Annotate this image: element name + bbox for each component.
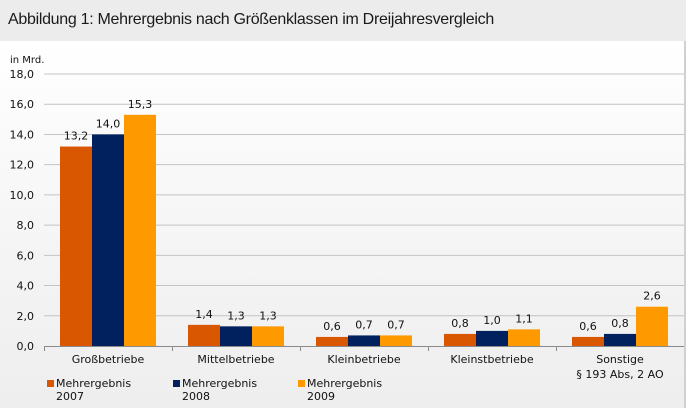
category-label: Großbetriebe [72,353,145,366]
category-label: Sonstige [596,353,644,366]
y-axis-ticks: 0,0 2,0 4,0 6,0 8,0 10,0 12,0 14,0 16,0 18,0 [10,68,35,353]
data-label: 1,3 [259,309,277,322]
data-label: 2,6 [643,290,661,303]
bar-2007-4 [572,336,604,346]
bar-2009-4 [636,306,668,346]
bars [60,114,668,346]
bar-2009-1 [252,326,284,346]
y-tick-label: 12,0 [10,159,35,172]
data-label: 15,3 [128,98,153,111]
data-label: 1,3 [227,309,245,322]
bar-2009-2 [380,335,412,346]
bar-2009-3 [508,329,540,346]
bar-2009-0 [124,114,156,346]
y-tick-label: 18,0 [10,68,35,81]
y-tick-label: 4,0 [17,280,35,293]
data-label: 1,4 [195,308,213,321]
legend-label: Mehrergebnis [56,377,132,390]
y-tick-label: 2,0 [17,310,35,323]
data-label: 1,0 [483,314,501,327]
bar-2008-0 [92,134,124,346]
data-label: 0,6 [579,320,597,333]
legend-label: Mehrergebnis [182,377,258,390]
y-tick-label: 10,0 [10,189,35,202]
bar-2007-0 [60,146,92,346]
bar-2008-1 [220,326,252,346]
y-tick-label: 6,0 [17,249,35,262]
bar-2008-2 [348,335,380,346]
legend-year: 2009 [307,390,335,403]
data-label: 0,6 [323,320,341,333]
x-axis [44,346,684,351]
legend-swatch [173,380,180,387]
y-tick-label: 0,0 [17,340,35,353]
bar-2008-4 [604,333,636,346]
category-label-line2: § 193 Abs, 2 AO [576,368,664,381]
category-label: Kleinstbetriebe [450,353,534,366]
legend-swatch [298,380,305,387]
y-tick-label: 14,0 [10,128,35,141]
legend-year: 2007 [56,390,84,403]
bar-2007-1 [188,324,220,346]
data-label: 0,8 [611,317,629,330]
chart-title: Abbildung 1: Mehrergebnis nach Größenkla… [8,11,494,28]
category-labels: Großbetriebe Mittelbetriebe Kleinbetriebe K… [72,353,664,381]
header-band: Abbildung 1: Mehrergebnis nach Größenkla… [0,0,686,41]
data-label: 1,1 [515,312,533,325]
data-label: 0,7 [355,318,373,331]
bar-2008-3 [476,330,508,346]
category-label: Mittelbetriebe [197,353,274,366]
legend-year: 2008 [182,390,210,403]
value-labels: 13,2 1,4 0,6 0,8 0,6 14,0 1,3 0,7 1,0 0,8 15,3 1,3 0… [64,98,661,333]
bar-2007-3 [444,333,476,346]
data-label: 0,8 [451,317,469,330]
legend-swatch [47,380,54,387]
y-axis-unit-label: in Mrd. [10,55,44,66]
y-tick-label: 8,0 [17,219,35,232]
legend-label: Mehrergebnis [307,377,383,390]
bar-2007-2 [316,336,348,346]
data-label: 14,0 [96,117,121,130]
category-label: Kleinbetriebe [327,353,400,366]
data-label: 13,2 [64,130,89,143]
data-label: 0,7 [387,318,405,331]
y-tick-label: 16,0 [10,98,35,111]
